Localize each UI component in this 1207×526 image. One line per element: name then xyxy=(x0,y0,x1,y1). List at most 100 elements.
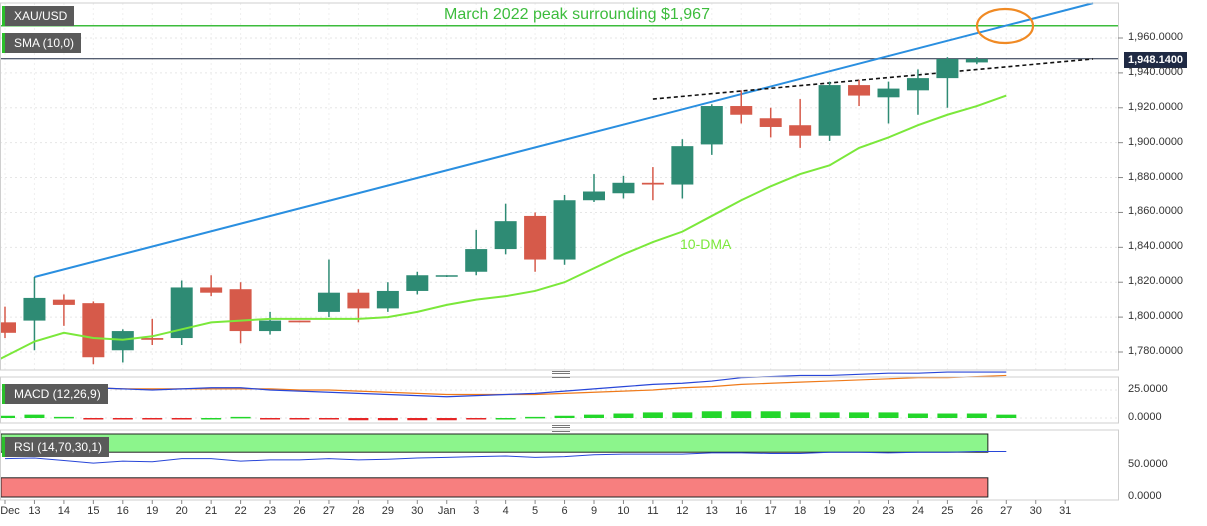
candle xyxy=(524,212,547,272)
candle xyxy=(82,301,105,365)
date-tick-label: 26 xyxy=(970,505,983,517)
date-tick-label: 9 xyxy=(590,505,598,517)
candle xyxy=(317,259,340,318)
candle-body xyxy=(730,106,753,115)
candle-body xyxy=(376,290,399,309)
date-tick-label: 23 xyxy=(263,505,277,517)
panel-resize-handle-macd[interactable] xyxy=(552,371,570,378)
candle xyxy=(877,81,900,124)
price-tick-label: 1,780.0000 xyxy=(1128,345,1184,357)
macd-histogram-bar xyxy=(525,416,546,419)
candle-body xyxy=(848,85,871,96)
peak-annotation: March 2022 peak surrounding $1,967 xyxy=(444,6,710,23)
candle xyxy=(936,57,959,108)
candle xyxy=(0,306,16,339)
candle-body xyxy=(288,320,311,323)
candle xyxy=(818,81,841,141)
date-tick-label: 29 xyxy=(381,505,394,517)
price-tick-label: 1,800.0000 xyxy=(1128,310,1184,323)
sma-indicator-tag[interactable]: SMA (10,0) xyxy=(2,33,82,53)
price-panel-frame xyxy=(0,2,1119,371)
candle xyxy=(553,195,576,265)
macd-indicator-tag[interactable]: MACD (12,26,9) xyxy=(2,384,108,404)
trendlines xyxy=(34,2,1094,278)
date-tick-label: 27 xyxy=(1000,505,1013,517)
date-tick-label: 6 xyxy=(561,505,568,517)
price-tick-label: 1,920.0000 xyxy=(1128,100,1184,113)
price-tick-label: 1,900.0000 xyxy=(1128,135,1184,148)
macd-histogram-bar xyxy=(112,418,133,420)
macd-histogram-bar xyxy=(584,414,604,418)
macd-histogram-bar xyxy=(289,418,310,420)
candle-body xyxy=(936,58,959,79)
date-tick-label: 30 xyxy=(1029,505,1042,517)
date-tick-label: 25 xyxy=(941,505,954,517)
candle-body xyxy=(23,297,46,321)
candle-body xyxy=(671,146,694,185)
candle-body xyxy=(229,289,252,332)
candle xyxy=(200,275,223,297)
candle xyxy=(789,99,812,148)
macd-histogram-bar xyxy=(24,414,45,418)
candle-body xyxy=(200,287,223,293)
candle xyxy=(229,282,252,344)
date-tick-label: 11 xyxy=(647,505,659,517)
candle-body xyxy=(170,287,193,339)
rsi-bands xyxy=(0,433,989,498)
macd-histogram-bar xyxy=(260,418,281,420)
price-tick-label: 1,840.0000 xyxy=(1128,240,1184,253)
date-tick-label: 15 xyxy=(87,505,100,517)
date-tick-label: 23 xyxy=(882,505,895,517)
macd-histogram-bar xyxy=(377,418,398,421)
rsi-panel xyxy=(4,451,1007,464)
candle xyxy=(965,57,988,65)
macd-histogram-bar xyxy=(142,418,163,420)
macd-histogram-bar xyxy=(760,411,781,418)
date-tick-label: 27 xyxy=(322,505,336,517)
sma-10-line xyxy=(0,94,1007,360)
candle-body xyxy=(818,85,841,136)
date-tick-label: 31 xyxy=(1059,505,1072,517)
price-tick-label: 1,820.0000 xyxy=(1128,275,1184,288)
macd-histogram-bar xyxy=(83,418,104,420)
candle-body xyxy=(612,182,635,194)
candle-body xyxy=(700,106,723,145)
candle xyxy=(612,175,635,199)
candle xyxy=(259,311,282,335)
date-tick-label: 20 xyxy=(175,505,188,517)
panel-resize-handle-rsi[interactable] xyxy=(552,425,570,432)
highlight-circle xyxy=(975,7,1035,45)
rsi-indicator-tag[interactable]: RSI (14,70,30,1) xyxy=(2,437,110,457)
candle-body xyxy=(553,200,576,260)
candle-body xyxy=(52,299,75,305)
rsi-panel-frame xyxy=(0,429,1119,501)
sma-line xyxy=(0,94,1007,360)
macd-histogram-bar xyxy=(819,412,840,418)
symbol-tag[interactable]: XAU/USD xyxy=(2,6,75,26)
macd-signal-line xyxy=(5,374,1007,396)
candles[interactable] xyxy=(0,57,988,365)
date-tick-label: 14 xyxy=(57,505,71,517)
candle-body xyxy=(583,191,605,201)
date-tick-label: 19 xyxy=(823,505,836,517)
rsi-line xyxy=(4,451,1007,464)
macd-histogram-bar xyxy=(613,413,634,418)
date-tick-label: 5 xyxy=(532,505,539,517)
price-tick-label: 1,940.0000 xyxy=(1128,65,1184,78)
candle-body xyxy=(317,292,340,312)
candle-body xyxy=(789,125,812,136)
candle-body xyxy=(406,275,429,291)
candle-body xyxy=(141,338,164,340)
macd-histogram-bar xyxy=(348,418,369,421)
candle xyxy=(23,276,46,351)
candle xyxy=(435,275,458,277)
date-tick-label: 24 xyxy=(911,505,925,517)
candle xyxy=(671,139,694,199)
macd-histogram-bar xyxy=(230,416,251,419)
rsi-tick-label: 50.0000 xyxy=(1128,458,1168,470)
date-tick-label: 10 xyxy=(617,505,630,517)
candle-body xyxy=(0,322,16,333)
date-tick-label: Dec xyxy=(0,505,20,517)
date-tick-label: 20 xyxy=(852,505,866,517)
